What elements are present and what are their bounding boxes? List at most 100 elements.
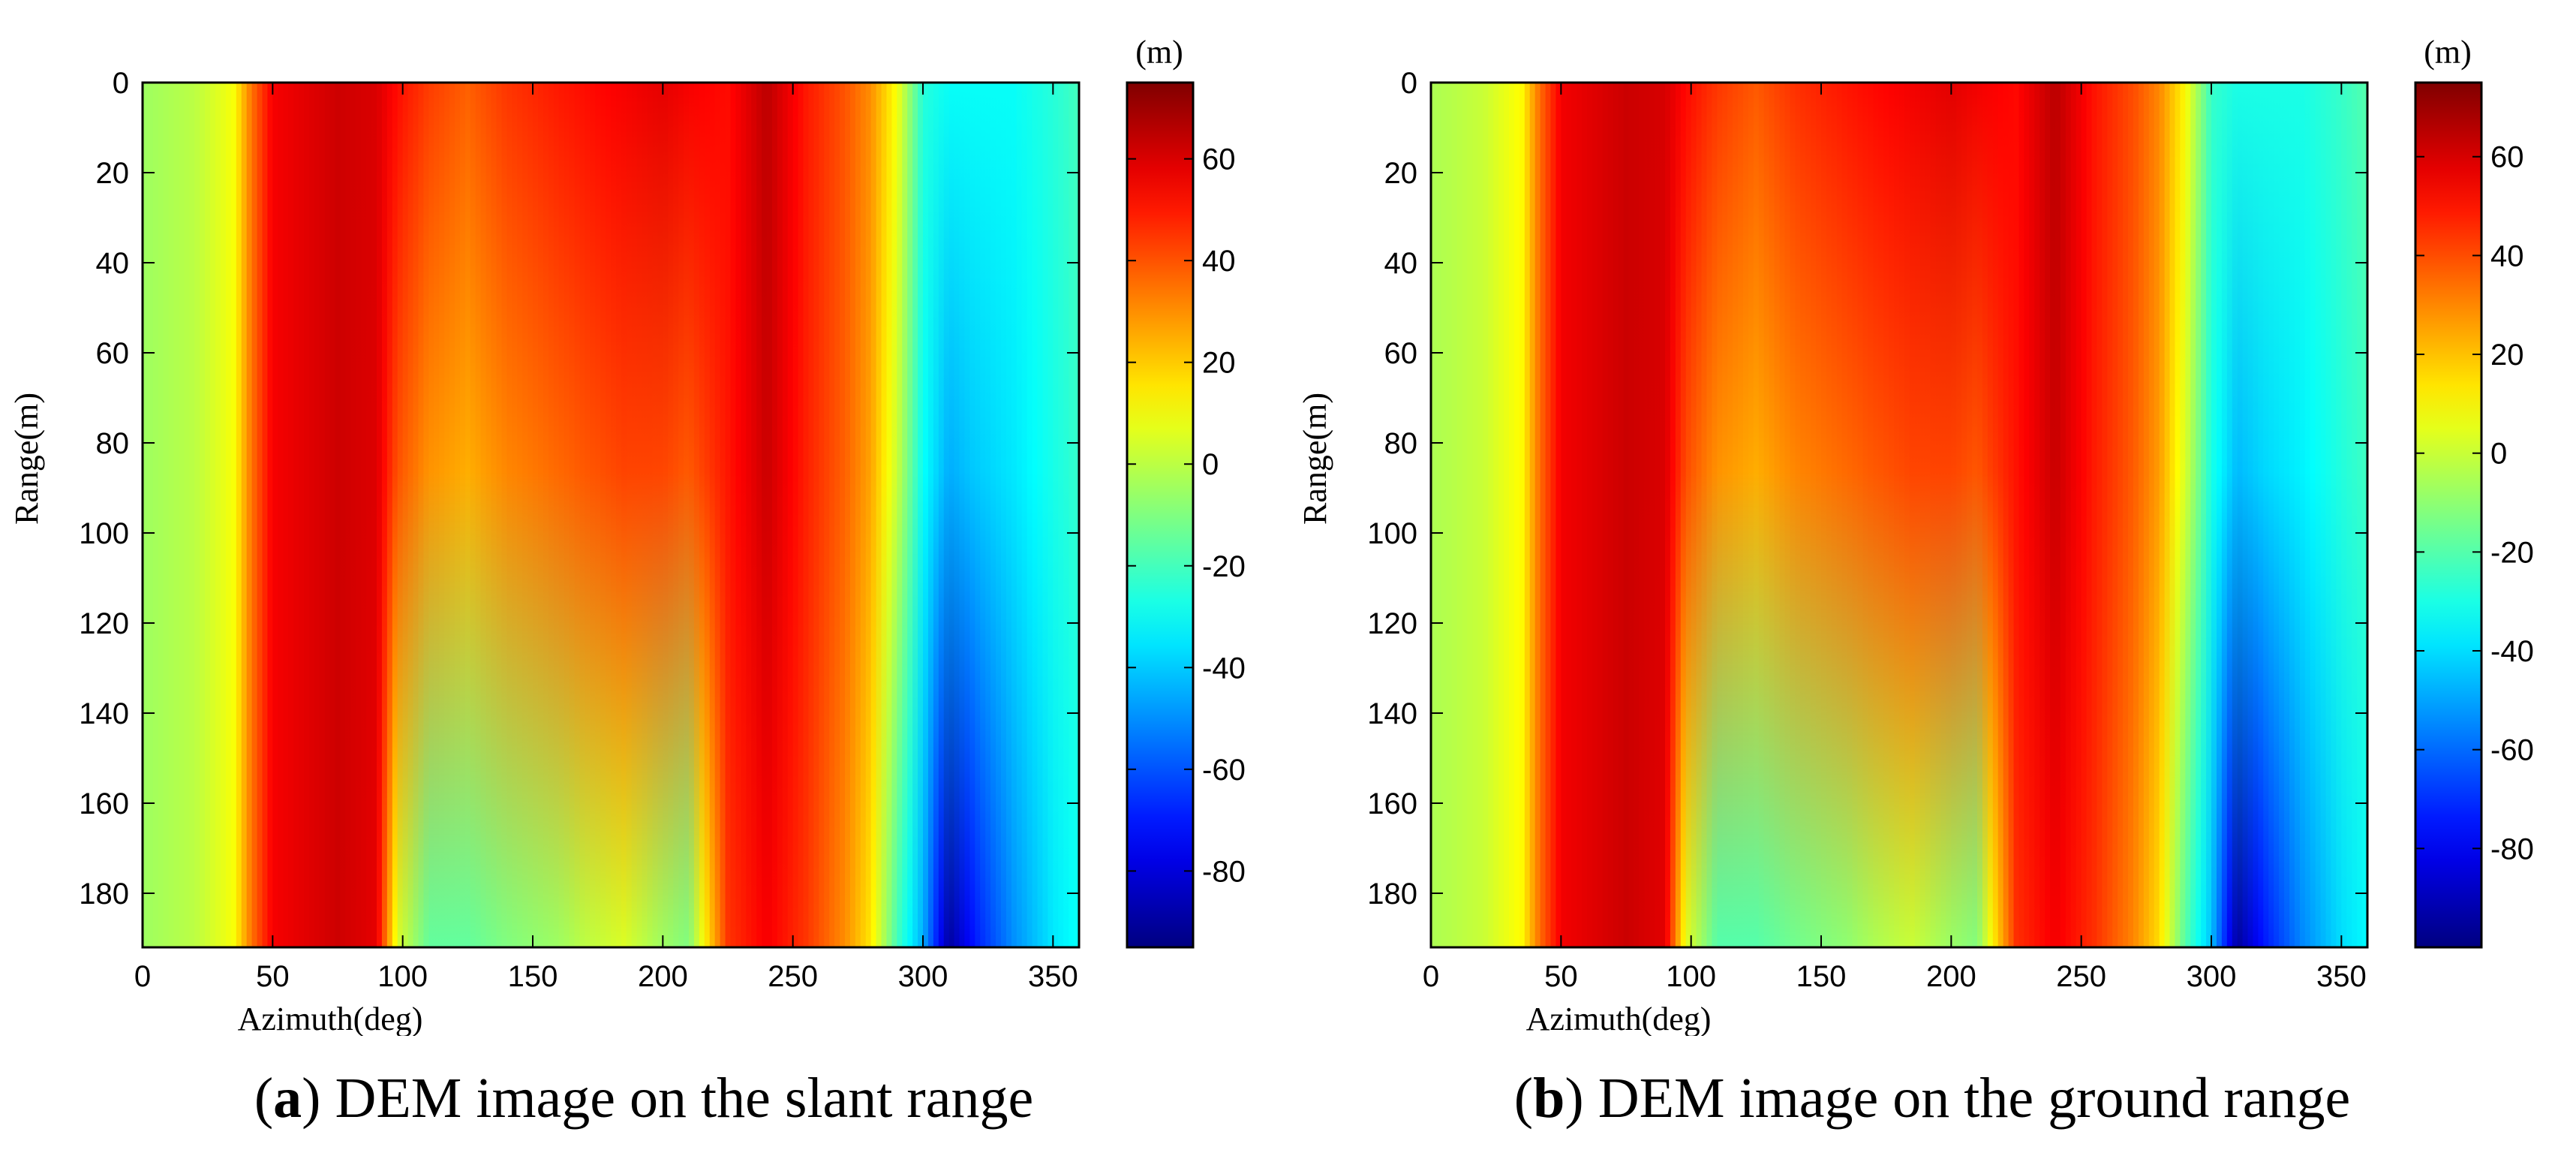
heatmap-column — [2352, 83, 2358, 947]
heatmap-column — [819, 83, 825, 947]
heatmap-column — [2216, 83, 2223, 947]
y-tick-label: 80 — [1384, 427, 1418, 460]
heatmap-column — [366, 83, 372, 947]
heatmap-column — [221, 83, 227, 947]
heatmap-column — [948, 83, 955, 947]
y-tick-label: 100 — [1367, 517, 1417, 550]
heatmap-column — [1488, 83, 1494, 947]
heatmap-column — [2299, 83, 2306, 947]
heatmap-column — [1623, 83, 1630, 947]
heatmap-column — [2201, 83, 2207, 947]
heatmap-column — [2081, 83, 2088, 947]
heatmap-column — [533, 83, 539, 947]
heatmap-column — [246, 83, 253, 947]
heatmap-column — [522, 83, 528, 947]
y-tick-label: 60 — [1384, 337, 1418, 370]
heatmap-column — [1519, 83, 1525, 947]
heatmap-column — [1431, 83, 1437, 947]
heatmap-column — [517, 83, 523, 947]
heatmap-column — [1660, 83, 1666, 947]
heatmap-column — [1951, 83, 1958, 947]
heatmap-column — [1037, 83, 1044, 947]
heatmap-column — [1545, 83, 1552, 947]
heatmap-column — [168, 83, 175, 947]
colorbar-tick-label: 20 — [1202, 347, 1236, 380]
heatmap-column — [303, 83, 310, 947]
heatmap-column — [1982, 83, 1988, 947]
heatmap-column — [1504, 83, 1510, 947]
heatmap-column — [709, 83, 716, 947]
x-tick-label: 0 — [134, 960, 151, 993]
panel-a: 0 50 100 150 200 250 300 350 0 20 40 60 80 100 120 140 1… — [8, 34, 1246, 1127]
heatmap-column — [210, 83, 216, 947]
heatmap-column — [1696, 83, 1703, 947]
heatmap-column — [2133, 83, 2139, 947]
heatmap-column — [1618, 83, 1625, 947]
heatmap-column — [1451, 83, 1458, 947]
heatmap-column — [834, 83, 840, 947]
heatmap-column — [1831, 83, 1838, 947]
heatmap-column — [1894, 83, 1900, 947]
heatmap-column — [746, 83, 752, 947]
heatmap-column — [668, 83, 674, 947]
heatmap-column — [1649, 83, 1655, 947]
heatmap-column — [1493, 83, 1499, 947]
heatmap-column — [980, 83, 986, 947]
heatmap-column — [2211, 83, 2217, 947]
heatmap-column — [787, 83, 794, 947]
colorbar-tick-label: -40 — [1202, 652, 1246, 685]
heatmap-column — [2154, 83, 2160, 947]
heatmap-column — [813, 83, 820, 947]
heatmap-column — [381, 83, 388, 947]
x-tick-label: 350 — [2316, 960, 2367, 993]
heatmap-column — [377, 83, 383, 947]
heatmap-column — [501, 83, 508, 947]
heatmap-column — [2107, 83, 2114, 947]
heatmap-column — [1540, 83, 1547, 947]
heatmap-column — [1587, 83, 1593, 947]
heatmap-column — [2185, 83, 2192, 947]
heatmap-column — [865, 83, 872, 947]
x-tick-label: 100 — [377, 960, 428, 993]
heatmap-column — [2357, 83, 2363, 947]
heatmap-column — [1977, 83, 1983, 947]
heatmap-column — [1074, 83, 1080, 947]
heatmap-column — [735, 83, 742, 947]
heatmap-column — [345, 83, 352, 947]
heatmap-column — [464, 83, 471, 947]
heatmap-column — [611, 83, 617, 947]
heatmap-column — [621, 83, 627, 947]
heatmap-column — [1841, 83, 1848, 947]
heatmap-column — [579, 83, 586, 947]
heatmap-column — [2143, 83, 2150, 947]
heatmap-column — [1940, 83, 1947, 947]
heatmap-column — [480, 83, 487, 947]
heatmap-column — [699, 83, 705, 947]
heatmap-column — [455, 83, 461, 947]
heatmap-column — [1685, 83, 1692, 947]
heatmap-column — [756, 83, 762, 947]
colorbar-tick-label: 0 — [2490, 438, 2507, 471]
heatmap-column — [1914, 83, 1921, 947]
y-tick-label: 20 — [1384, 157, 1418, 190]
heatmap-column — [1987, 83, 1994, 947]
heatmap-column — [876, 83, 882, 947]
heatmap-column — [585, 83, 591, 947]
heatmap-column — [2221, 83, 2228, 947]
heatmap-column — [730, 83, 737, 947]
heatmap-column — [2045, 83, 2051, 947]
heatmap-column — [652, 83, 659, 947]
heatmap-column — [1571, 83, 1577, 947]
heatmap-column — [475, 83, 482, 947]
heatmap-column — [189, 83, 196, 947]
heatmap-column — [1602, 83, 1609, 947]
heatmap-column — [1680, 83, 1687, 947]
heatmap-column — [918, 83, 924, 947]
heatmap-column — [1597, 83, 1604, 947]
x-tick-label: 300 — [2187, 960, 2237, 993]
heatmap-column — [272, 83, 279, 947]
y-tick-label: 0 — [113, 67, 129, 100]
heatmap-column — [1592, 83, 1598, 947]
heatmap-column — [803, 83, 810, 947]
y-tick-label: 80 — [96, 427, 130, 460]
